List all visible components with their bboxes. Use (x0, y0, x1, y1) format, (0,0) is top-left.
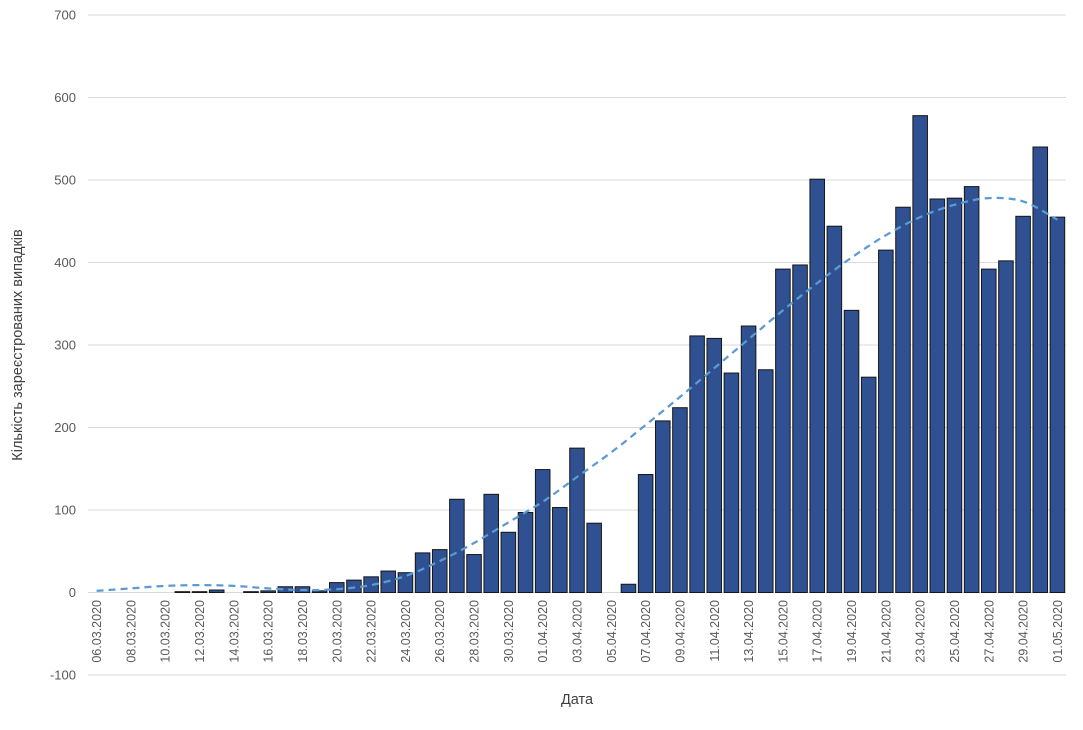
trendline (96, 196, 1058, 593)
x-tick-label: 14.03.2020 (227, 600, 241, 663)
y-tick-label: -100 (50, 668, 76, 683)
bar (311, 590, 328, 593)
x-tick-label: 17.04.2020 (811, 600, 825, 663)
x-tick-label: 07.04.2020 (639, 600, 653, 663)
bar (946, 197, 963, 593)
bar (998, 260, 1014, 593)
x-tick-label: 09.04.2020 (673, 600, 687, 663)
bar (878, 249, 894, 594)
bar (655, 420, 671, 593)
x-tick-label: 06.03.2020 (90, 600, 104, 663)
bar (963, 186, 980, 593)
x-tick-label: 23.04.2020 (914, 600, 928, 663)
y-tick-label: 0 (69, 585, 76, 600)
bar (1032, 146, 1049, 593)
bar (912, 115, 928, 594)
y-tick-label: 600 (54, 90, 76, 105)
x-tick-label: 16.03.2020 (262, 600, 276, 663)
bar (672, 407, 688, 594)
bar (414, 552, 431, 594)
x-tick-label: 24.03.2020 (399, 600, 413, 663)
bar (637, 474, 654, 593)
y-tick-label: 500 (54, 173, 76, 188)
x-tick-label: 15.04.2020 (776, 600, 790, 663)
bar (586, 522, 602, 594)
bar (723, 372, 740, 593)
x-axis-title: Дата (561, 692, 594, 708)
x-tick-label: 13.04.2020 (742, 600, 756, 663)
bar (757, 369, 774, 593)
y-tick-label: 200 (54, 420, 76, 435)
bar (792, 264, 808, 593)
bar (260, 590, 276, 593)
bar (860, 376, 877, 593)
y-tick-label: 400 (54, 255, 76, 270)
bar (1049, 216, 1066, 594)
x-tick-label: 26.03.2020 (433, 600, 447, 663)
y-axis-title: Кількість зареєстрованих випадків (10, 229, 26, 461)
y-tick-label: 300 (54, 338, 76, 353)
x-tick-label: 29.04.2020 (1017, 600, 1031, 663)
bar (466, 554, 482, 593)
x-tick-label: 01.04.2020 (536, 600, 550, 663)
x-tick-label: 18.03.2020 (296, 600, 310, 663)
bar (620, 583, 637, 593)
x-tick-label: 01.05.2020 (1051, 600, 1065, 663)
bar (449, 498, 465, 593)
bar (740, 325, 757, 593)
bar (981, 268, 997, 593)
bar (1015, 215, 1031, 594)
x-tick-label: 30.03.2020 (502, 600, 516, 663)
x-tick-label: 19.04.2020 (845, 600, 859, 663)
x-tick-label: 11.04.2020 (708, 600, 722, 662)
x-tick-label: 27.04.2020 (982, 600, 996, 663)
x-tick-label: 12.03.2020 (193, 600, 207, 663)
bar (534, 469, 551, 594)
bar (483, 493, 499, 594)
bar (552, 507, 568, 593)
bar (243, 591, 259, 593)
bar (706, 337, 723, 593)
bar (329, 582, 345, 593)
bar (191, 591, 208, 593)
x-tick-label: 20.03.2020 (330, 600, 344, 663)
bar (775, 268, 791, 593)
x-tick-label: 22.03.2020 (365, 600, 379, 663)
bar (431, 549, 448, 593)
bar (346, 579, 362, 594)
y-tick-label: 700 (54, 8, 76, 23)
x-tick-label: 05.04.2020 (605, 600, 619, 663)
plot-area: -100 0 100 200 300 400 500 600 700 06.03.2020 08.0… (50, 8, 1066, 683)
x-tick-label: 08.03.2020 (124, 600, 138, 663)
x-tick-label: 03.04.2020 (571, 600, 585, 663)
y-tick-label: 100 (54, 503, 76, 518)
bar (174, 591, 191, 593)
bar (826, 225, 843, 593)
bar (929, 198, 946, 593)
bar (500, 531, 517, 594)
bar (397, 572, 414, 594)
bar (895, 206, 911, 593)
x-tick-label: 28.03.2020 (468, 600, 482, 663)
bar (809, 178, 825, 593)
bar (843, 309, 860, 593)
x-tick-label: 25.04.2020 (948, 600, 962, 663)
bar (517, 511, 534, 593)
bar (569, 447, 585, 594)
bar (208, 589, 225, 594)
bar (689, 335, 705, 593)
x-tick-label: 10.03.2020 (159, 600, 173, 663)
x-tick-label: 21.04.2020 (879, 600, 893, 663)
